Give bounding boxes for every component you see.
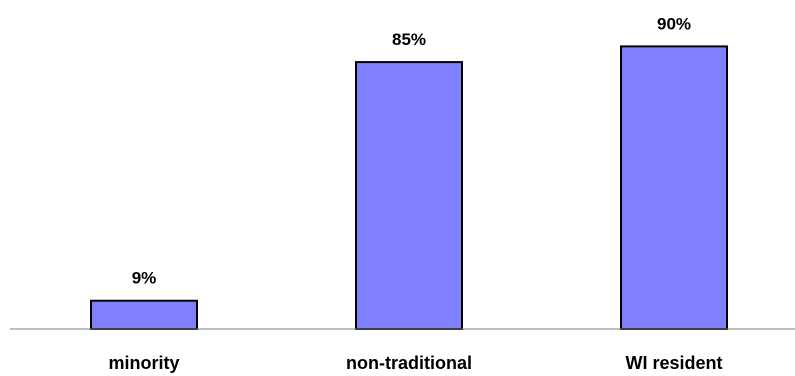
value-labels-layer: 9% 85% 90% [132, 14, 691, 287]
x-tick-label-wi-resident: WI resident [625, 353, 722, 373]
x-tick-label-minority: minority [108, 353, 179, 373]
bars-layer [90, 45, 728, 331]
bar-non-traditional [355, 61, 463, 330]
data-label-wi-resident: 90% [657, 14, 691, 33]
x-tick-label-non-traditional: non-traditional [346, 353, 472, 373]
data-label-non-traditional: 85% [392, 30, 426, 49]
data-label-minority: 9% [132, 269, 157, 288]
bar-wi-resident [620, 45, 728, 331]
category-labels-layer: minority non-traditional WI resident [108, 353, 722, 373]
bar-minority [90, 299, 198, 330]
